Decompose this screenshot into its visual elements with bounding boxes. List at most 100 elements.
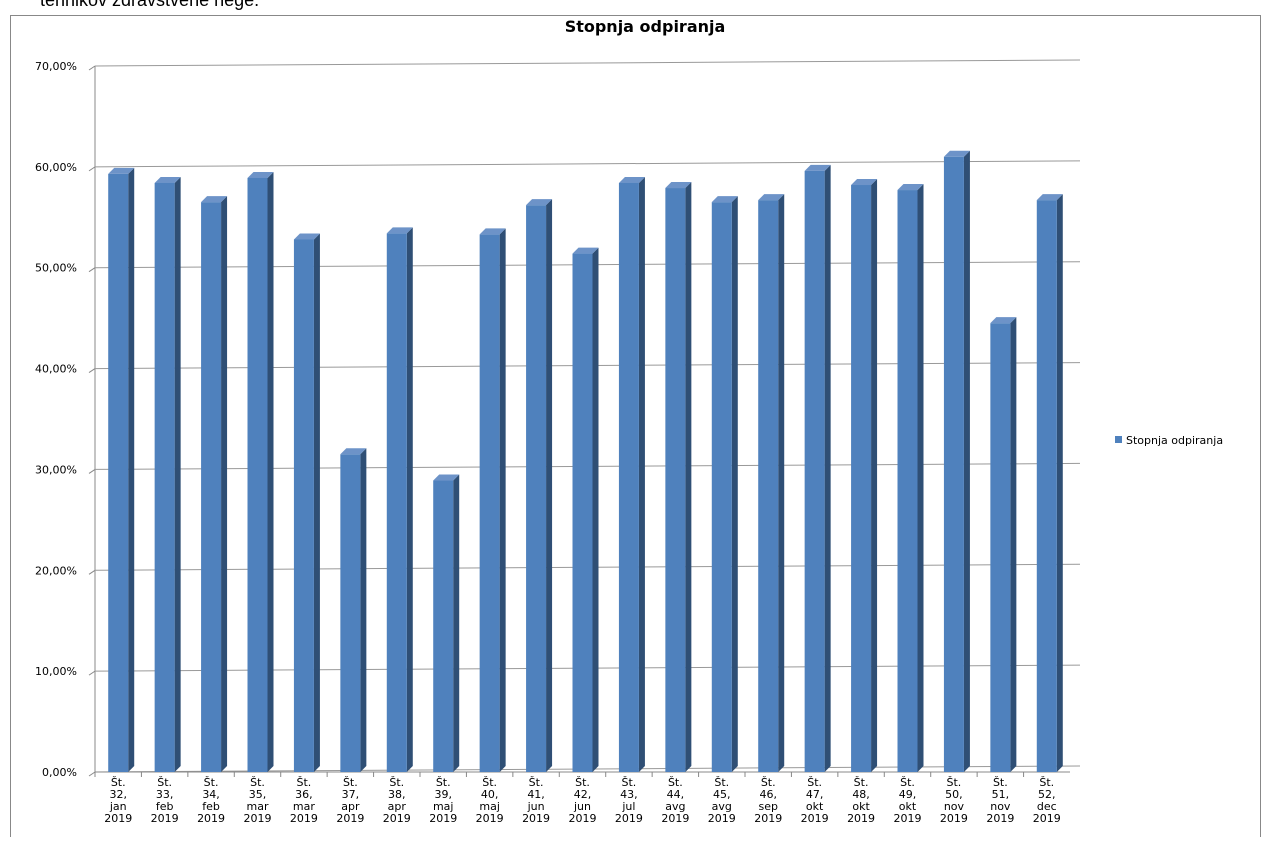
x-tick-label: Št. 36, mar 2019	[290, 776, 318, 825]
grid-line	[94, 160, 1081, 168]
bar	[804, 170, 825, 773]
bar-top	[340, 448, 367, 455]
chart-frame	[10, 15, 1261, 841]
bar	[433, 480, 454, 772]
x-tick-label: Št. 35, mar 2019	[244, 776, 272, 825]
tick-mark	[88, 267, 96, 273]
bar-top	[433, 474, 460, 481]
x-tick-label: Št. 40, maj 2019	[476, 776, 504, 825]
y-tick-label: 60,00%	[35, 161, 77, 174]
bar-side	[1056, 194, 1063, 772]
bar	[618, 182, 639, 773]
x-tick-label: Št. 46, sep 2019	[754, 776, 782, 825]
bar-side	[1010, 317, 1017, 772]
x-tick-label: Št. 50, nov 2019	[940, 776, 968, 825]
bar-side	[221, 196, 228, 772]
bar	[851, 185, 872, 773]
bar	[526, 205, 547, 772]
bar-top	[990, 317, 1017, 324]
tick-mark	[88, 771, 96, 777]
bar-top	[293, 233, 320, 240]
bar	[340, 454, 361, 772]
y-tick-label: 40,00%	[35, 363, 77, 376]
y-tick-label: 70,00%	[35, 60, 77, 73]
x-tick-label: Št. 33, feb 2019	[151, 776, 179, 825]
tick-mark	[88, 670, 96, 676]
bar	[990, 323, 1011, 772]
caption: tehnikov zdravstvene nege.	[40, 0, 259, 10]
x-tick-label: Št. 34, feb 2019	[197, 776, 225, 825]
bar-top	[386, 227, 413, 234]
bar-side	[360, 448, 367, 772]
bar-top	[897, 184, 924, 191]
bar	[572, 253, 593, 772]
bar-side	[499, 228, 506, 773]
x-tick-label: Št. 45, avg 2019	[708, 776, 736, 825]
bar-top	[479, 228, 506, 235]
bar-side	[406, 227, 413, 772]
x-tick-label: Št. 37, apr 2019	[336, 776, 364, 825]
bar-top	[526, 199, 553, 206]
bar-side	[267, 171, 274, 773]
bar-side	[871, 179, 878, 773]
x-tick-label: Št. 44, avg 2019	[661, 776, 689, 825]
bar	[943, 156, 964, 772]
x-tick-label: Št. 32, jan 2019	[104, 776, 132, 825]
bar-side	[731, 196, 738, 772]
legend-label: Stopnja odpiranja	[1126, 434, 1223, 447]
x-tick-label: Št. 48, okt 2019	[847, 776, 875, 825]
tick-mark	[88, 368, 96, 373]
bar-top	[572, 247, 599, 254]
bar-side	[453, 474, 460, 772]
x-tick-label: Št. 52, dec 2019	[1033, 776, 1061, 825]
bar	[201, 202, 222, 772]
bar-top	[851, 179, 878, 186]
bar	[1036, 200, 1057, 772]
bar-side	[174, 176, 181, 773]
bar-side	[917, 184, 924, 772]
y-tick-label: 0,00%	[42, 766, 77, 779]
tick-mark	[88, 469, 96, 474]
x-tick-label: Št. 42, jun 2019	[569, 776, 597, 825]
chart-title: Stopnja odpiranja	[565, 17, 726, 36]
x-tick-label: Št. 47, okt 2019	[801, 776, 829, 825]
bar-side	[963, 150, 970, 772]
x-tick-label: Št. 41, jun 2019	[522, 776, 550, 825]
x-tick-label: Št. 43, jul 2019	[615, 776, 643, 825]
bar	[108, 173, 129, 773]
bar-side	[778, 194, 785, 772]
bar-top	[108, 167, 135, 174]
legend-swatch	[1115, 436, 1122, 443]
x-tick-label: Št. 49, okt 2019	[894, 776, 922, 825]
bar-side	[592, 247, 599, 772]
y-tick-label: 20,00%	[35, 564, 77, 577]
bar-side	[128, 167, 135, 773]
x-tick-label: Št. 38, apr 2019	[383, 776, 411, 825]
bar	[154, 182, 175, 773]
tick-mark	[88, 65, 96, 71]
tick-mark	[88, 166, 96, 172]
bar	[711, 202, 732, 772]
bar	[293, 239, 314, 772]
grid-line	[94, 59, 1081, 67]
bar	[758, 200, 779, 772]
bar-top	[943, 150, 970, 157]
bar-top	[618, 176, 645, 183]
bar-side	[313, 233, 320, 772]
bar	[247, 177, 268, 773]
bar-top	[201, 196, 228, 203]
bar-side	[685, 182, 692, 773]
x-tick-label: Št. 51, nov 2019	[986, 776, 1014, 825]
bar-top	[665, 182, 692, 189]
bar-top	[711, 196, 738, 203]
tick-mark	[88, 569, 96, 575]
bar-top	[247, 171, 274, 178]
y-tick-label: 30,00%	[35, 463, 77, 476]
bar	[386, 233, 407, 772]
bar	[479, 234, 500, 773]
bar-side	[824, 164, 831, 773]
bar-top	[1036, 194, 1063, 201]
bar-top	[804, 164, 831, 171]
bar-side	[546, 199, 553, 772]
